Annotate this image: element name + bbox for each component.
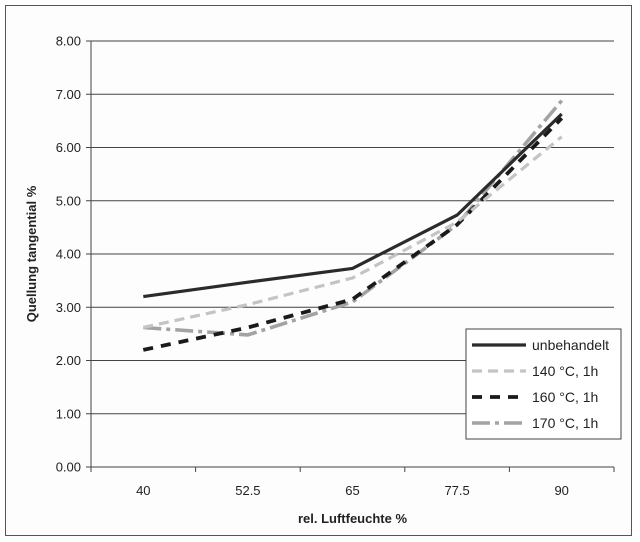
x-axis-title: rel. Luftfeuchte % xyxy=(298,511,408,526)
axes xyxy=(86,40,615,472)
series-line-2 xyxy=(142,116,564,352)
y-tick-label-0.00: 0.00 xyxy=(56,460,81,475)
gridlines xyxy=(91,40,614,415)
series-line-3 xyxy=(143,99,564,337)
y-tick-label-7.00: 7.00 xyxy=(56,87,81,102)
series-line-0 xyxy=(143,112,563,299)
y-tick-label-4.00: 4.00 xyxy=(56,247,81,262)
legend-label-1: 140 °C, 1h xyxy=(532,363,598,379)
y-tick-label-2.00: 2.00 xyxy=(56,353,81,368)
chart-frame: 0.00 1.00 2.00 3.00 4.00 5.00 6.00 7.00 8.00 40 5… xyxy=(5,5,632,536)
x-tick-label-40: 40 xyxy=(136,483,150,498)
x-tick-label-52.5: 52.5 xyxy=(235,483,260,498)
x-tick-label-77.5: 77.5 xyxy=(444,483,469,498)
legend-box xyxy=(465,328,622,440)
y-tick-label-5.00: 5.00 xyxy=(56,193,81,208)
y-tick-labels: 0.00 1.00 2.00 3.00 4.00 5.00 6.00 7.00 8.00 xyxy=(56,34,81,475)
series-lines xyxy=(142,99,564,352)
x-tick-label-90: 90 xyxy=(554,483,568,498)
x-tick-label-65: 65 xyxy=(345,483,359,498)
legend-label-3: 170 °C, 1h xyxy=(532,415,598,431)
y-tick-label-6.00: 6.00 xyxy=(56,140,81,155)
series-line-1 xyxy=(142,135,563,330)
legend-label-2: 160 °C, 1h xyxy=(532,389,598,405)
chart-svg: 0.00 1.00 2.00 3.00 4.00 5.00 6.00 7.00 8.00 40 5… xyxy=(24,34,622,526)
y-tick-label-1.00: 1.00 xyxy=(56,406,81,421)
legend: unbehandelt 140 °C, 1h 160 °C, 1h 170 °C, 1… xyxy=(465,328,622,440)
y-tick-label-3.00: 3.00 xyxy=(56,300,81,315)
legend-label-0: unbehandelt xyxy=(532,337,609,353)
x-tick-labels: 40 52.5 65 77.5 90 xyxy=(136,483,569,498)
y-tick-label-8.00: 8.00 xyxy=(56,34,81,49)
y-axis-title: Quellung tangential % xyxy=(24,185,39,322)
